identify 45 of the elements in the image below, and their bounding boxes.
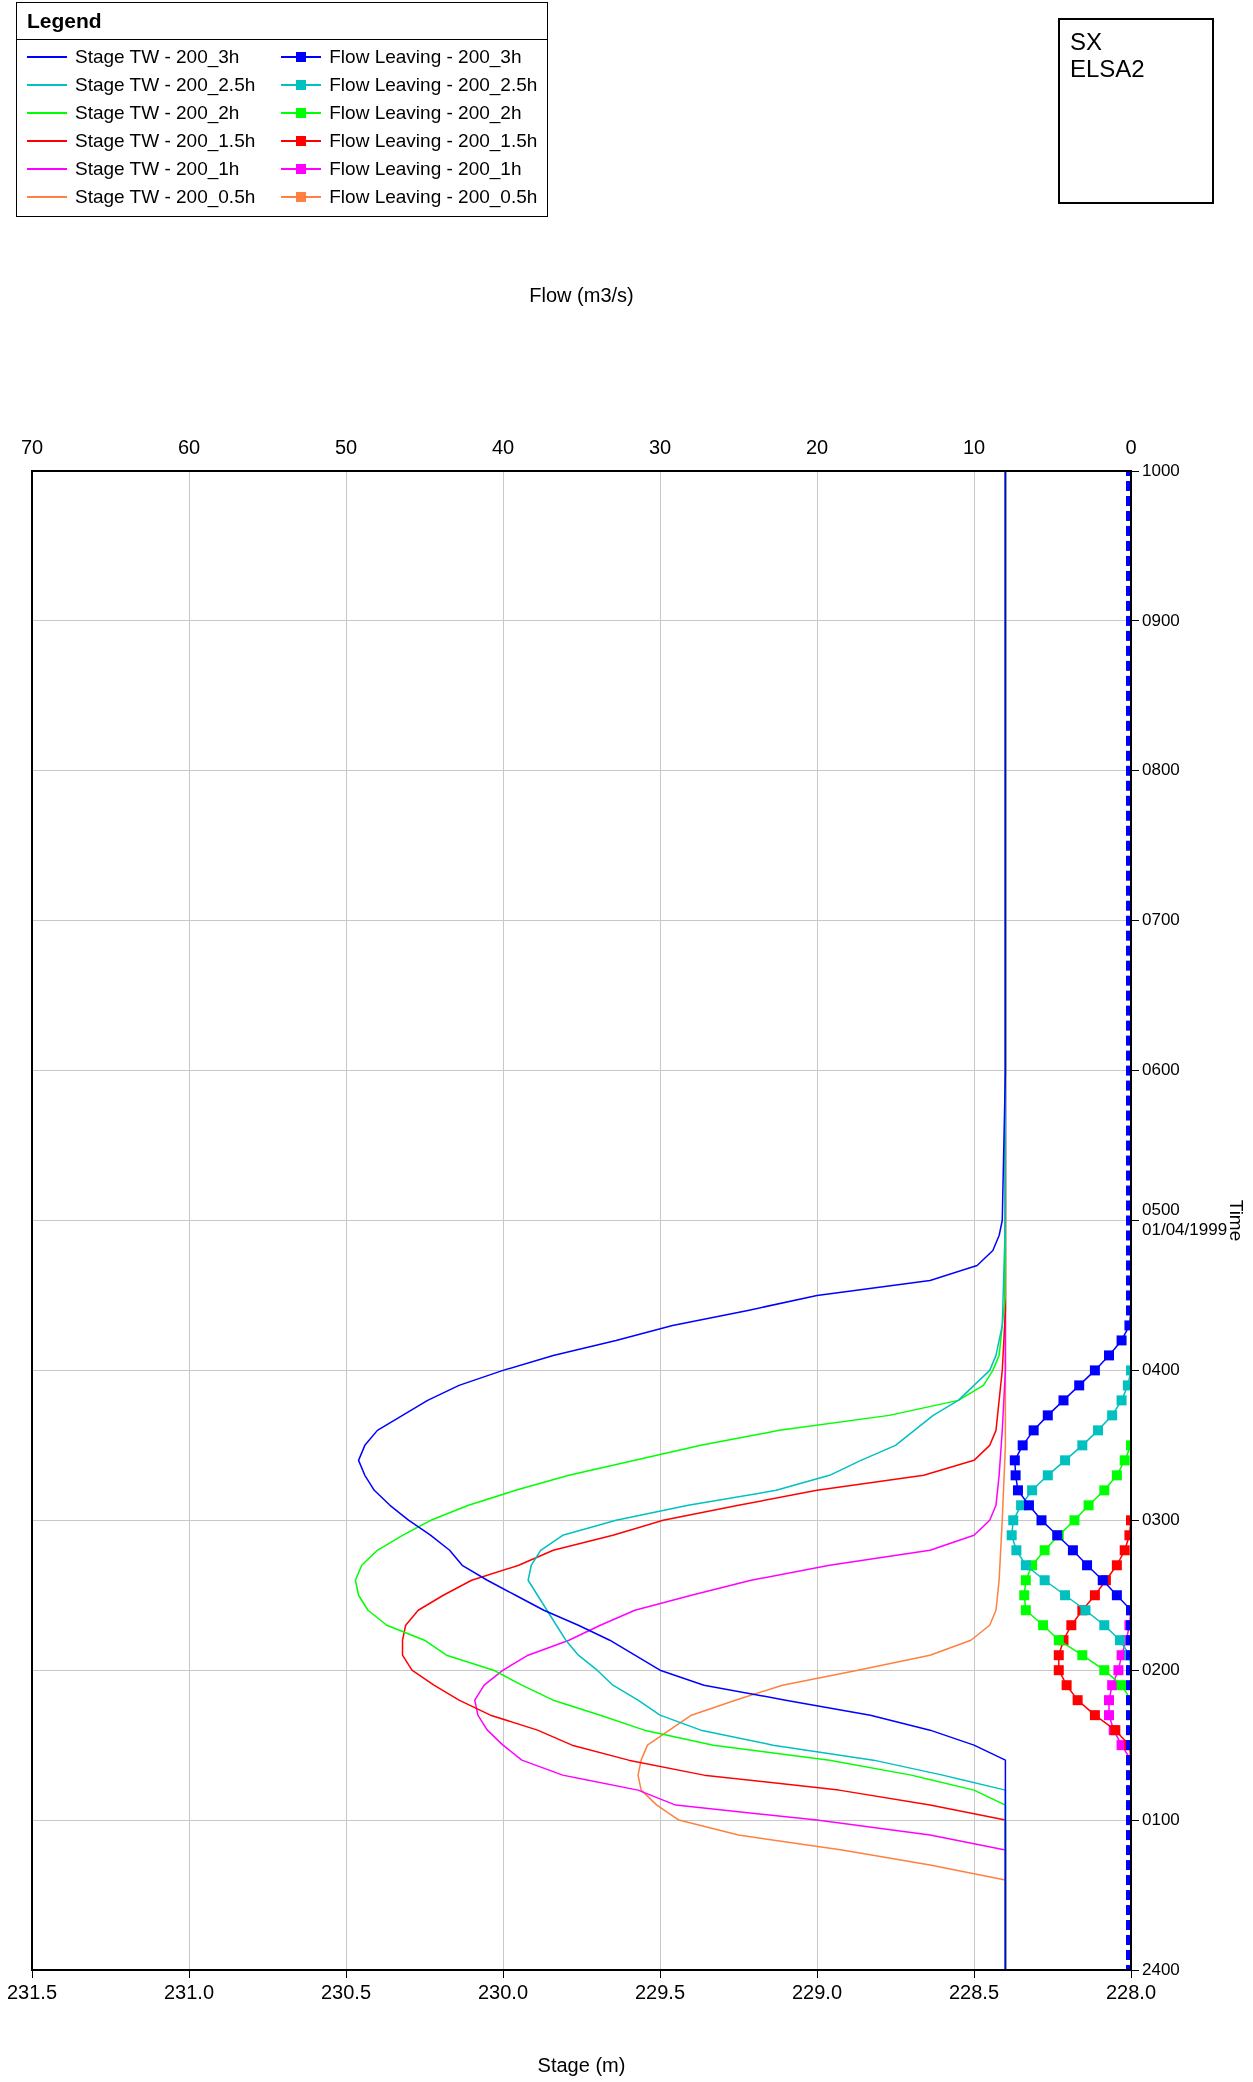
x2-tick-label: 50: [334, 435, 358, 458]
y-tick-label: 0200: [1142, 1659, 1180, 1679]
x-axis-title: Stage (m): [537, 2053, 626, 2076]
y-tick-label: 0300: [1142, 1509, 1180, 1529]
x-tick-label: 230.5: [320, 1980, 372, 2003]
y-tick-label: 0900: [1142, 610, 1180, 630]
x-tick-label: 229.5: [634, 1980, 686, 2003]
legend-label: Stage TW - 200_1.5h: [75, 130, 256, 152]
y-axis-title: Time: [1226, 1199, 1248, 1242]
legend-label: Flow Leaving - 200_3h: [329, 46, 522, 68]
y-tick-label: 0700: [1142, 910, 1180, 930]
legend-title: Legend: [17, 3, 548, 40]
x2-tick-label: 10: [962, 435, 986, 458]
x-tick-label: 230.0: [477, 1980, 529, 2003]
legend-label: Flow Leaving - 200_1.5h: [329, 130, 538, 152]
y-tick-label: 0400: [1142, 1360, 1180, 1380]
text: SX: [1070, 28, 1103, 55]
legend-label: Flow Leaving - 200_2.5h: [329, 74, 538, 96]
x2-tick-label: 0: [1125, 435, 1137, 458]
legend-label: Stage TW - 200_2.5h: [75, 74, 256, 96]
x-tick-label: 228.0: [1105, 1980, 1157, 2003]
legend-label: Stage TW - 200_2h: [75, 102, 240, 124]
x-tick-label: 231.0: [163, 1980, 215, 2003]
legend-label: Stage TW - 200_0.5h: [75, 186, 256, 208]
x-tick-label: 231.5: [6, 1980, 58, 2003]
x2-tick-label: 70: [20, 435, 44, 458]
x2-axis-title: Flow (m3/s): [529, 283, 634, 306]
y-tick-label: 0500 01/04/1999: [1142, 1199, 1228, 1240]
y-tick-label: 2400: [1142, 1959, 1180, 1979]
text: ELSA2: [1070, 55, 1146, 82]
legend-label: Flow Leaving - 200_1h: [329, 158, 522, 180]
y-tick-label: 0600: [1142, 1060, 1180, 1080]
x2-tick-label: 60: [177, 435, 201, 458]
legend-label: Flow Leaving - 200_0.5h: [329, 186, 538, 208]
y-tick-label: 0100: [1142, 1809, 1180, 1829]
y-tick-label: 1000: [1142, 460, 1180, 480]
legend-label: Stage TW - 200_3h: [75, 46, 240, 68]
x-tick-label: 228.5: [948, 1980, 1000, 2003]
x2-tick-label: 20: [805, 435, 829, 458]
legend-label: Flow Leaving - 200_2h: [329, 102, 522, 124]
x2-tick-label: 30: [648, 435, 672, 458]
x-tick-label: 229.0: [791, 1980, 843, 2003]
y-tick-label: 0800: [1142, 760, 1180, 780]
x2-tick-label: 40: [491, 435, 515, 458]
legend-label: Stage TW - 200_1h: [75, 158, 240, 180]
